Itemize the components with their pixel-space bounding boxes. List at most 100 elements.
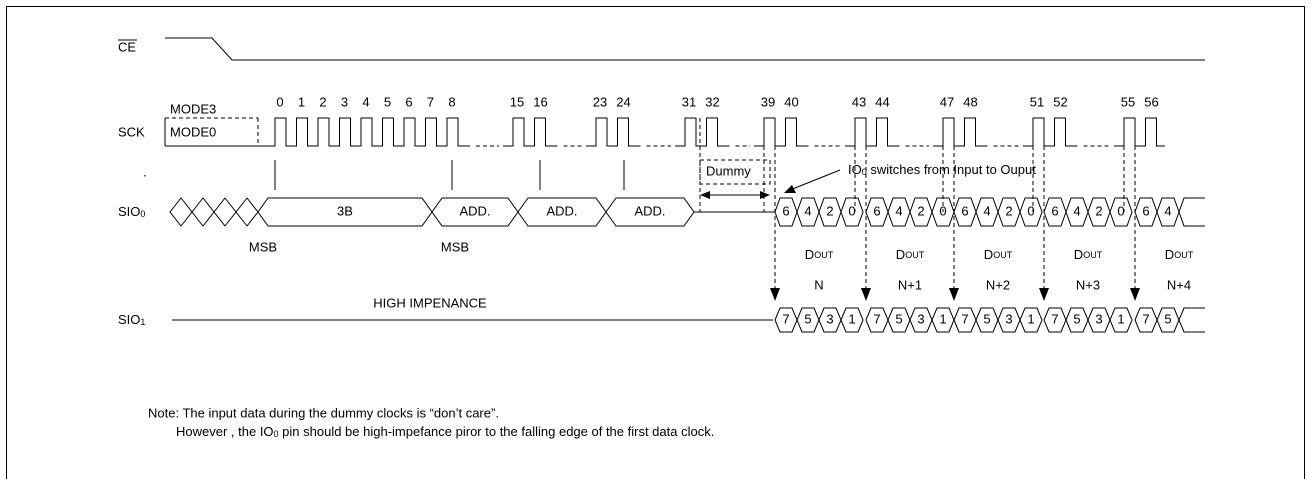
clock-number: 2 bbox=[319, 94, 326, 109]
dont-care bbox=[235, 197, 259, 227]
bit-label: 2 bbox=[1095, 203, 1102, 218]
frame bbox=[6, 6, 1305, 479]
clock-number: 23 bbox=[593, 94, 607, 109]
arrowhead bbox=[770, 288, 780, 301]
dout-main: D bbox=[896, 247, 905, 262]
clock-number: 5 bbox=[384, 94, 391, 109]
ce-label: CE bbox=[118, 39, 136, 54]
bit-label: 4 bbox=[1164, 203, 1171, 218]
bit-label: 5 bbox=[1073, 311, 1080, 326]
clock-number: 1 bbox=[298, 94, 305, 109]
bit-label: 6 bbox=[782, 203, 789, 218]
bit-label: 1 bbox=[939, 311, 946, 326]
bit-label: 2 bbox=[917, 203, 924, 218]
mode3: MODE3 bbox=[170, 101, 216, 116]
bit-label: 6 bbox=[1051, 203, 1058, 218]
clock-number: 15 bbox=[510, 94, 524, 109]
field-label: ADD. bbox=[546, 203, 577, 218]
arrowhead bbox=[1130, 288, 1140, 301]
data-bit bbox=[1019, 197, 1043, 227]
ce-wave bbox=[165, 37, 1205, 61]
dout-label: DOUT bbox=[984, 247, 1013, 262]
arrowhead bbox=[784, 185, 796, 193]
bit-label: 1 bbox=[848, 311, 855, 326]
msb: MSB bbox=[441, 239, 469, 254]
clock-number: 24 bbox=[616, 94, 630, 109]
bit-label: 7 bbox=[782, 311, 789, 326]
data-bit bbox=[1019, 307, 1043, 333]
clock-number: 16 bbox=[533, 94, 547, 109]
arrowhead bbox=[700, 191, 710, 199]
bit-label: 7 bbox=[961, 311, 968, 326]
dout-sub: OUT bbox=[905, 250, 925, 260]
dout-sub: OUT bbox=[1174, 250, 1194, 260]
clock-number: 32 bbox=[705, 94, 719, 109]
clock-number: 56 bbox=[1144, 94, 1158, 109]
clock-number: 8 bbox=[448, 94, 455, 109]
byte-label: N+2 bbox=[986, 277, 1010, 292]
sio0-label: SIO0 bbox=[118, 204, 145, 219]
clock-number: 52 bbox=[1053, 94, 1067, 109]
clock-number: 31 bbox=[682, 94, 696, 109]
bit-label: 5 bbox=[1164, 311, 1171, 326]
clock-number: 4 bbox=[362, 94, 369, 109]
bus-open bbox=[1178, 197, 1205, 227]
high-z-label: HIGH IMPENANCE bbox=[373, 295, 487, 310]
sck-wave bbox=[165, 117, 1165, 147]
bit-label: 4 bbox=[1073, 203, 1080, 218]
note-line2: However , the IO0 pin should be high-imp… bbox=[176, 424, 714, 439]
annotation: IO0 switches from Input to Ouput bbox=[848, 162, 1036, 177]
dout-main: D bbox=[1074, 247, 1083, 262]
bit-label: 4 bbox=[983, 203, 990, 218]
bit-label: 1 bbox=[1027, 311, 1034, 326]
arrowhead bbox=[861, 288, 871, 301]
bit-label: 6 bbox=[1142, 203, 1149, 218]
clock-number: 3 bbox=[341, 94, 348, 109]
clock-number: 7 bbox=[427, 94, 434, 109]
byte-label: N bbox=[814, 277, 823, 292]
byte-label: N+4 bbox=[1167, 277, 1191, 292]
dummy-box bbox=[699, 159, 771, 185]
bit-label: 5 bbox=[983, 311, 990, 326]
bit-label: 3 bbox=[1095, 311, 1102, 326]
dout-label: DOUT bbox=[805, 247, 834, 262]
bit-label: 7 bbox=[1142, 311, 1149, 326]
field-label: 3B bbox=[337, 203, 353, 218]
arrowhead bbox=[1039, 288, 1049, 301]
dout-main: D bbox=[805, 247, 814, 262]
field-label: ADD. bbox=[459, 203, 490, 218]
clock-number: 47 bbox=[940, 94, 954, 109]
dout-label: DOUT bbox=[896, 247, 925, 262]
dout-label: DOUT bbox=[1165, 247, 1194, 262]
bit-label: 5 bbox=[804, 311, 811, 326]
byte-label: N+1 bbox=[898, 277, 922, 292]
clock-number: 48 bbox=[963, 94, 977, 109]
mode0: MODE0 bbox=[170, 124, 216, 139]
dout-sub: OUT bbox=[993, 250, 1013, 260]
clock-number: 0 bbox=[276, 94, 283, 109]
clock-number: 6 bbox=[405, 94, 412, 109]
bit-label: 0 bbox=[848, 203, 855, 218]
bit-label: 3 bbox=[917, 311, 924, 326]
dont-care bbox=[191, 197, 215, 227]
field-label: ADD. bbox=[634, 203, 665, 218]
data-bit bbox=[1109, 197, 1133, 227]
dout-main: D bbox=[1165, 247, 1174, 262]
data-bit bbox=[840, 197, 864, 227]
sck-label: SCK bbox=[118, 124, 145, 139]
note-line1: Note: The input data during the dummy cl… bbox=[148, 405, 499, 420]
dot: . bbox=[143, 164, 147, 179]
clock-number: 55 bbox=[1121, 94, 1135, 109]
bus-open bbox=[1178, 307, 1205, 333]
data-bit bbox=[1109, 307, 1133, 333]
bit-label: 2 bbox=[1005, 203, 1012, 218]
annotation-leader bbox=[789, 169, 841, 191]
bit-label: 2 bbox=[826, 203, 833, 218]
sio1-label: SIO1 bbox=[118, 312, 145, 327]
bit-label: 1 bbox=[1117, 311, 1124, 326]
bit-label: 4 bbox=[895, 203, 902, 218]
dout-sub: OUT bbox=[814, 250, 834, 260]
bit-label: 6 bbox=[961, 203, 968, 218]
bit-label: 0 bbox=[1117, 203, 1124, 218]
data-bit bbox=[840, 307, 864, 333]
